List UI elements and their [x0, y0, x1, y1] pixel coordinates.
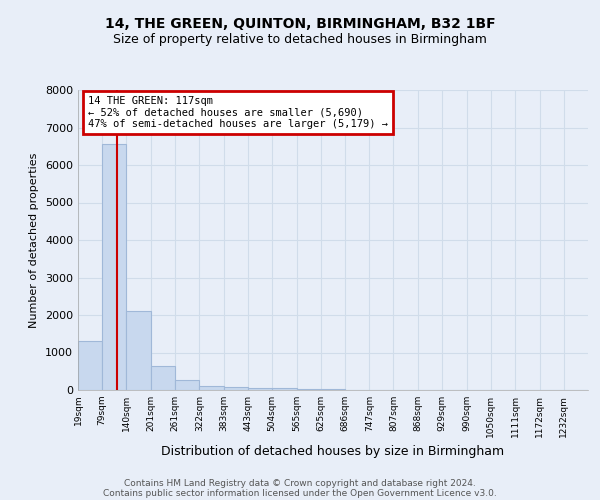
Bar: [296, 388, 320, 390]
Text: 14 THE GREEN: 117sqm
← 52% of detached houses are smaller (5,690)
47% of semi-de: 14 THE GREEN: 117sqm ← 52% of detached h…: [88, 96, 388, 129]
Bar: [320, 388, 345, 390]
Y-axis label: Number of detached properties: Number of detached properties: [29, 152, 40, 328]
Bar: [248, 388, 272, 390]
Bar: [102, 144, 127, 390]
Bar: [78, 341, 102, 390]
Text: Size of property relative to detached houses in Birmingham: Size of property relative to detached ho…: [113, 32, 487, 46]
Bar: [224, 387, 248, 390]
Bar: [175, 380, 199, 390]
Text: 14, THE GREEN, QUINTON, BIRMINGHAM, B32 1BF: 14, THE GREEN, QUINTON, BIRMINGHAM, B32 …: [104, 18, 496, 32]
Bar: [272, 388, 296, 390]
Text: Contains public sector information licensed under the Open Government Licence v3: Contains public sector information licen…: [103, 488, 497, 498]
Bar: [151, 366, 175, 390]
X-axis label: Distribution of detached houses by size in Birmingham: Distribution of detached houses by size …: [161, 446, 505, 458]
Text: Contains HM Land Registry data © Crown copyright and database right 2024.: Contains HM Land Registry data © Crown c…: [124, 478, 476, 488]
Bar: [127, 311, 151, 390]
Bar: [199, 386, 224, 390]
